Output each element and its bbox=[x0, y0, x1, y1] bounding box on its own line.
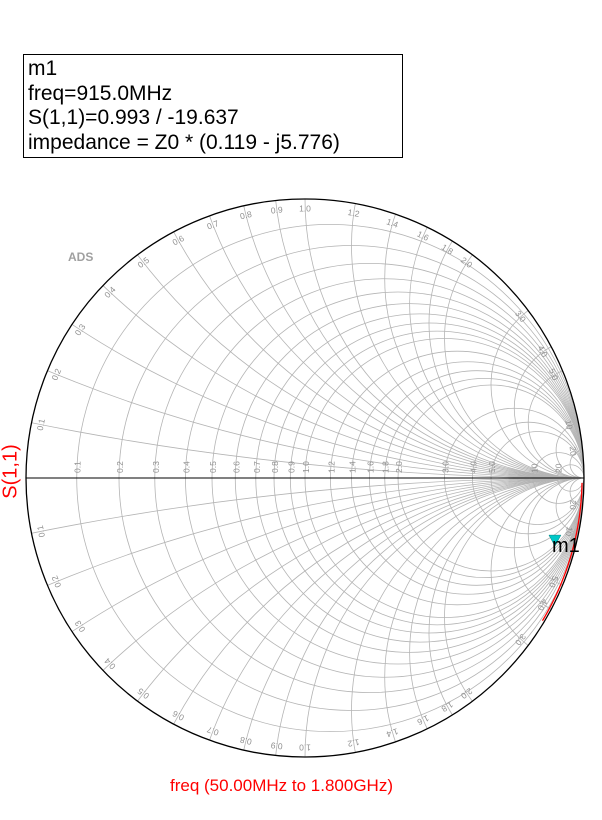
resistance-tick-label: 3.0 bbox=[441, 461, 451, 473]
resistance-tick-label: 20 bbox=[553, 463, 563, 473]
reactance-arc bbox=[490, 291, 584, 479]
marker-name: m1 bbox=[28, 57, 58, 80]
ads-watermark: ADS bbox=[68, 250, 94, 264]
reactance-tick-label: 0.9 bbox=[270, 740, 283, 751]
reactance-tick-label: 1.6 bbox=[416, 229, 431, 243]
reactance-arc bbox=[26, 477, 584, 757]
reactance-arc bbox=[384, 199, 584, 479]
resistance-tick-label: 1.2 bbox=[326, 461, 336, 473]
s11-trace bbox=[541, 482, 583, 622]
reactance-arc bbox=[490, 477, 584, 665]
reactance-tick-label: 0.6 bbox=[170, 708, 185, 723]
reactance-arc bbox=[26, 477, 584, 757]
reactance-arc bbox=[234, 477, 584, 757]
reactance-tick-label: 0.5 bbox=[135, 686, 151, 701]
reactance-tick-label: 1.2 bbox=[347, 737, 361, 749]
reactance-arc bbox=[444, 199, 584, 479]
resistance-tick-label: 1.8 bbox=[381, 461, 391, 473]
reactance-tick-label: 10 bbox=[563, 419, 575, 431]
reactance-arc bbox=[26, 477, 584, 757]
resistance-tick-label: 0.4 bbox=[181, 461, 191, 473]
reactance-tick-label: 1.4 bbox=[385, 216, 400, 229]
resistance-tick-label: 10 bbox=[529, 463, 539, 473]
reactance-arc bbox=[351, 199, 584, 479]
resistance-tick-label: 0.5 bbox=[208, 461, 218, 473]
resistance-tick-label: 0.1 bbox=[73, 461, 83, 473]
reactance-tick-label: 10 bbox=[563, 526, 575, 538]
resistance-tick-label: 1.4 bbox=[348, 461, 358, 473]
reactance-tick-label: 1.8 bbox=[440, 242, 456, 257]
resistance-tick-label: 0.3 bbox=[151, 461, 161, 473]
reactance-arc bbox=[527, 477, 584, 590]
reactance-tick-label: 0.8 bbox=[239, 209, 253, 221]
y-axis-label: S(1,1) bbox=[0, 444, 22, 499]
marker-s11: S(1,1)=0.993 / -19.637 bbox=[28, 106, 239, 129]
reactance-tick-label: 0.2 bbox=[49, 367, 63, 382]
reactance-arc bbox=[409, 477, 584, 757]
reactance-arc bbox=[513, 477, 584, 618]
reactance-tick-label: 0.7 bbox=[205, 724, 220, 738]
resistance-tick-label: 0.6 bbox=[231, 461, 241, 473]
resistance-tick-label: 0.8 bbox=[270, 461, 280, 473]
reactance-tick-label: 1.2 bbox=[347, 207, 361, 219]
reactance-arc bbox=[185, 477, 584, 757]
reactance-tick-label: 3.0 bbox=[513, 632, 528, 648]
reactance-arc bbox=[26, 477, 584, 757]
resistance-tick-label: 2.0 bbox=[394, 461, 404, 473]
reactance-tick-label: 0.8 bbox=[239, 735, 253, 747]
reactance-tick-label: 1.6 bbox=[415, 713, 430, 727]
reactance-tick-label: 5.0 bbox=[547, 367, 561, 382]
resistance-tick-label: 5.0 bbox=[487, 461, 497, 473]
reactance-arc bbox=[527, 366, 584, 479]
reactance-tick-label: 1.0 bbox=[299, 742, 311, 752]
resistance-tick-label: 1.6 bbox=[365, 461, 375, 473]
reactance-arc bbox=[428, 477, 584, 757]
resistance-tick-label: 1.0 bbox=[301, 461, 311, 473]
marker-readout: m1 freq=915.0MHz S(1,1)=0.993 / -19.637 … bbox=[23, 54, 403, 158]
reactance-tick-label: 0.7 bbox=[206, 218, 221, 232]
reactance-arc bbox=[26, 477, 584, 757]
reactance-tick-label: 0.1 bbox=[35, 524, 47, 538]
reactance-arc bbox=[384, 477, 584, 757]
resistance-tick-label: 4.0 bbox=[468, 461, 478, 473]
reactance-tick-label: 5.0 bbox=[547, 574, 561, 589]
reactance-tick-label: 0.6 bbox=[171, 233, 186, 248]
reactance-tick-label: 0.1 bbox=[35, 418, 47, 432]
freq-range-label: freq (50.00MHz to 1.800GHz) bbox=[170, 776, 393, 795]
unit-circle bbox=[25, 198, 585, 758]
reactance-arc bbox=[409, 199, 584, 479]
marker-label: m1 bbox=[552, 535, 580, 557]
marker-freq: freq=915.0MHz bbox=[28, 81, 173, 105]
reactance-arc bbox=[428, 199, 584, 479]
reactance-arc bbox=[513, 338, 584, 479]
reactance-tick-label: 1.0 bbox=[299, 204, 311, 214]
reactance-tick-label: 4.0 bbox=[536, 344, 551, 359]
reactance-tick-label: 0.2 bbox=[49, 574, 63, 589]
reactance-arc bbox=[118, 477, 584, 757]
reactance-tick-label: 1.8 bbox=[439, 699, 455, 714]
marker-impedance: impedance = Z0 * (0.119 - j5.776) bbox=[28, 130, 340, 154]
reactance-arc bbox=[444, 477, 584, 757]
reactance-tick-label: 0.3 bbox=[72, 618, 87, 634]
reactance-tick-label: 1.4 bbox=[385, 726, 400, 739]
marker-m1-icon bbox=[548, 534, 562, 547]
resistance-tick-label: 0.9 bbox=[286, 461, 296, 473]
resistance-tick-label: 0.7 bbox=[252, 461, 262, 473]
reactance-tick-label: 0.5 bbox=[136, 255, 152, 270]
resistance-tick-label: 0.2 bbox=[115, 461, 125, 473]
reactance-arc bbox=[351, 477, 584, 757]
reactance-tick-label: 0.9 bbox=[270, 204, 283, 215]
reactance-tick-label: 20 bbox=[568, 446, 579, 457]
reactance-tick-label: 0.3 bbox=[73, 322, 88, 338]
reactance-tick-label: 20 bbox=[568, 500, 579, 511]
